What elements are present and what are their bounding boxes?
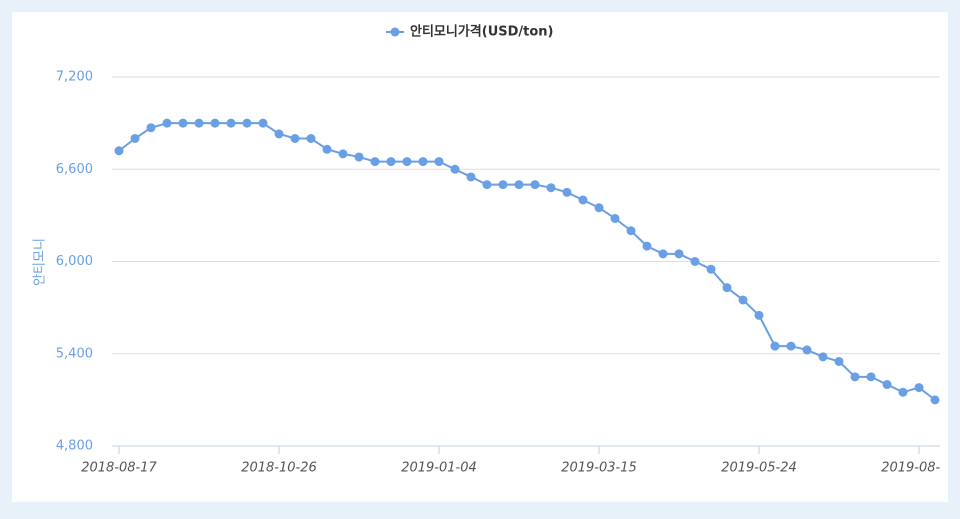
point xyxy=(562,187,572,197)
point xyxy=(786,341,796,351)
point xyxy=(738,295,748,305)
y-tick-label: 6,000 xyxy=(56,254,93,269)
point xyxy=(386,157,396,167)
x-labels: 2018-08-17 2018-10-26 2019-01-04 2019-03-15… xyxy=(81,446,957,476)
point xyxy=(882,380,892,389)
point xyxy=(802,345,812,355)
point xyxy=(466,172,476,182)
point xyxy=(178,118,188,128)
point xyxy=(498,180,508,190)
point xyxy=(658,249,668,259)
point xyxy=(722,283,732,293)
x-tick-label: 2018-10-26 xyxy=(241,461,317,476)
point xyxy=(226,118,236,128)
point xyxy=(130,134,140,143)
point xyxy=(690,257,700,266)
point xyxy=(930,395,940,405)
point xyxy=(162,118,172,128)
point xyxy=(866,372,876,382)
point xyxy=(114,146,124,156)
point xyxy=(706,264,716,274)
point xyxy=(626,226,636,236)
point xyxy=(770,341,780,351)
point xyxy=(834,356,844,366)
y-axis-label: 안티모니 xyxy=(33,238,48,286)
point xyxy=(338,149,348,159)
point xyxy=(418,157,428,167)
point xyxy=(450,164,460,174)
point xyxy=(306,134,316,143)
x-tick-label: 2019-05-24 xyxy=(721,461,797,476)
point xyxy=(354,152,364,162)
point xyxy=(434,157,444,167)
point xyxy=(194,118,204,128)
point xyxy=(898,387,908,397)
point xyxy=(818,352,828,362)
legend-label: 안티모니가격(USD/ton) xyxy=(410,24,554,40)
point xyxy=(514,180,524,190)
point xyxy=(610,213,620,223)
x-tick-label: 2018-08-17 xyxy=(81,461,157,476)
point xyxy=(850,372,860,382)
point xyxy=(258,118,268,128)
x-tick-label: 2019-01-04 xyxy=(401,461,477,476)
y-tick-label: 7,200 xyxy=(56,70,93,85)
point xyxy=(210,118,220,128)
point xyxy=(322,144,332,154)
x-tick-label: 2019-08-02 xyxy=(881,461,957,476)
x-tick-label: 2019-03-15 xyxy=(561,461,637,476)
point xyxy=(546,183,556,193)
point xyxy=(146,123,156,133)
point xyxy=(578,195,588,205)
point xyxy=(642,241,652,251)
point xyxy=(402,157,412,167)
y-tick-label: 5,400 xyxy=(56,346,93,361)
point xyxy=(594,203,604,213)
point xyxy=(914,383,924,393)
line xyxy=(118,122,936,401)
point xyxy=(754,310,764,320)
y-tick-label: 4,800 xyxy=(56,439,93,454)
y-tick-label: 6,600 xyxy=(56,162,93,177)
point xyxy=(370,157,380,167)
point xyxy=(530,180,540,190)
point xyxy=(274,129,284,139)
legend-marker xyxy=(390,27,400,37)
point xyxy=(482,180,492,190)
point xyxy=(242,118,252,128)
panel xyxy=(12,12,948,502)
point xyxy=(674,249,684,259)
point xyxy=(290,134,300,143)
